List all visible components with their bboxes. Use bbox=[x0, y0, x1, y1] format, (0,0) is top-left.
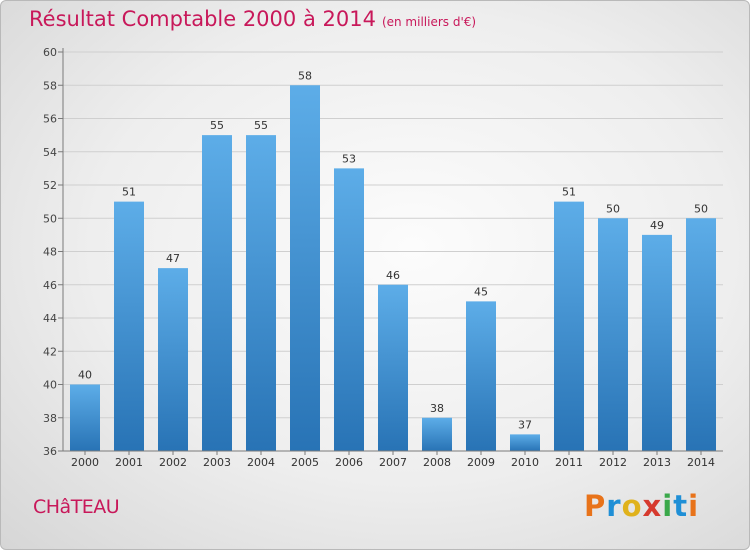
y-tick-label: 60 bbox=[43, 46, 57, 59]
data-label: 47 bbox=[166, 252, 180, 265]
chart-subtitle: (en milliers d'€) bbox=[381, 15, 477, 29]
logo-letter: i bbox=[662, 489, 674, 523]
axes-layer: 36 38 40 42 44 46 48 50 52 54 56 58 60 bbox=[43, 46, 723, 458]
bar bbox=[114, 201, 144, 451]
data-label: 58 bbox=[298, 69, 312, 82]
x-tick-label: 2002 bbox=[159, 456, 187, 469]
x-tick-label: 2006 bbox=[335, 456, 363, 469]
y-tick-label: 54 bbox=[43, 146, 57, 159]
y-tick-label: 36 bbox=[43, 445, 57, 458]
place-name: CHâTEAU bbox=[33, 496, 120, 518]
data-label: 55 bbox=[254, 119, 268, 132]
logo-letter: o bbox=[621, 489, 643, 523]
data-label: 38 bbox=[430, 402, 444, 415]
data-label: 45 bbox=[474, 285, 488, 298]
y-tick-label: 50 bbox=[43, 212, 57, 225]
y-tick-label: 44 bbox=[43, 312, 57, 325]
bar bbox=[642, 234, 672, 451]
bar bbox=[510, 434, 540, 451]
data-label: 46 bbox=[386, 269, 400, 282]
x-tick-label: 2005 bbox=[291, 456, 319, 469]
x-tick-label: 2007 bbox=[379, 456, 407, 469]
bar bbox=[202, 135, 232, 451]
logo-letter: t bbox=[673, 489, 689, 523]
data-label: 55 bbox=[210, 119, 224, 132]
data-label: 53 bbox=[342, 152, 356, 165]
data-label: 37 bbox=[518, 418, 532, 431]
x-tick-label: 2010 bbox=[511, 456, 539, 469]
labels-layer: 40 2000 51 2001 47 2002 55 2003 55 2004 58 2005 53 20… bbox=[71, 69, 715, 469]
data-label: 49 bbox=[650, 219, 664, 232]
bar bbox=[246, 135, 276, 451]
y-tick-label: 58 bbox=[43, 79, 57, 92]
x-tick-label: 2003 bbox=[203, 456, 231, 469]
bar bbox=[466, 301, 496, 451]
y-tick-label: 38 bbox=[43, 412, 57, 425]
x-tick-label: 2009 bbox=[467, 456, 495, 469]
bar bbox=[422, 417, 452, 451]
chart-title-text: Résultat Comptable 2000 à 2014 bbox=[29, 7, 376, 31]
x-tick-label: 2000 bbox=[71, 456, 99, 469]
data-label: 40 bbox=[78, 369, 92, 382]
x-tick-label: 2004 bbox=[247, 456, 275, 469]
data-label: 50 bbox=[694, 202, 708, 215]
x-tick-label: 2012 bbox=[599, 456, 627, 469]
data-label: 51 bbox=[562, 186, 576, 199]
y-tick-label: 40 bbox=[43, 379, 57, 392]
bar bbox=[158, 268, 188, 451]
data-label: 50 bbox=[606, 202, 620, 215]
bars-layer bbox=[70, 85, 716, 451]
proxiti-logo: Proxiti bbox=[584, 489, 699, 523]
x-tick-label: 2001 bbox=[115, 456, 143, 469]
bar bbox=[70, 384, 100, 451]
x-tick-label: 2008 bbox=[423, 456, 451, 469]
y-tick-label: 48 bbox=[43, 246, 57, 259]
x-tick-label: 2013 bbox=[643, 456, 671, 469]
x-tick-label: 2014 bbox=[687, 456, 715, 469]
x-tick-label: 2011 bbox=[555, 456, 583, 469]
logo-letter: r bbox=[606, 489, 622, 523]
bar bbox=[334, 168, 364, 451]
bar bbox=[378, 284, 408, 451]
bar bbox=[290, 85, 320, 451]
bar bbox=[686, 218, 716, 451]
data-label: 51 bbox=[122, 186, 136, 199]
logo-letter: i bbox=[688, 489, 700, 523]
y-tick-label: 46 bbox=[43, 279, 57, 292]
y-tick-label: 42 bbox=[43, 345, 57, 358]
logo-letter: x bbox=[642, 489, 663, 523]
chart-title: Résultat Comptable 2000 à 2014 (en millie… bbox=[29, 7, 476, 31]
bar bbox=[598, 218, 628, 451]
y-tick-label: 56 bbox=[43, 113, 57, 126]
logo-letter: P bbox=[584, 489, 607, 523]
bar bbox=[554, 201, 584, 451]
y-tick-label: 52 bbox=[43, 179, 57, 192]
